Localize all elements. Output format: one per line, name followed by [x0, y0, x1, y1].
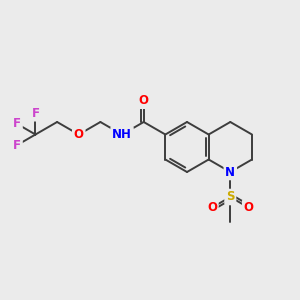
- Text: F: F: [13, 139, 21, 152]
- Text: F: F: [13, 117, 21, 130]
- Text: O: O: [74, 128, 84, 141]
- Text: O: O: [139, 94, 149, 107]
- Text: O: O: [207, 201, 217, 214]
- Text: F: F: [32, 107, 39, 120]
- Text: O: O: [244, 201, 254, 214]
- Text: NH: NH: [112, 128, 132, 141]
- Text: N: N: [225, 166, 235, 178]
- Text: S: S: [226, 190, 235, 203]
